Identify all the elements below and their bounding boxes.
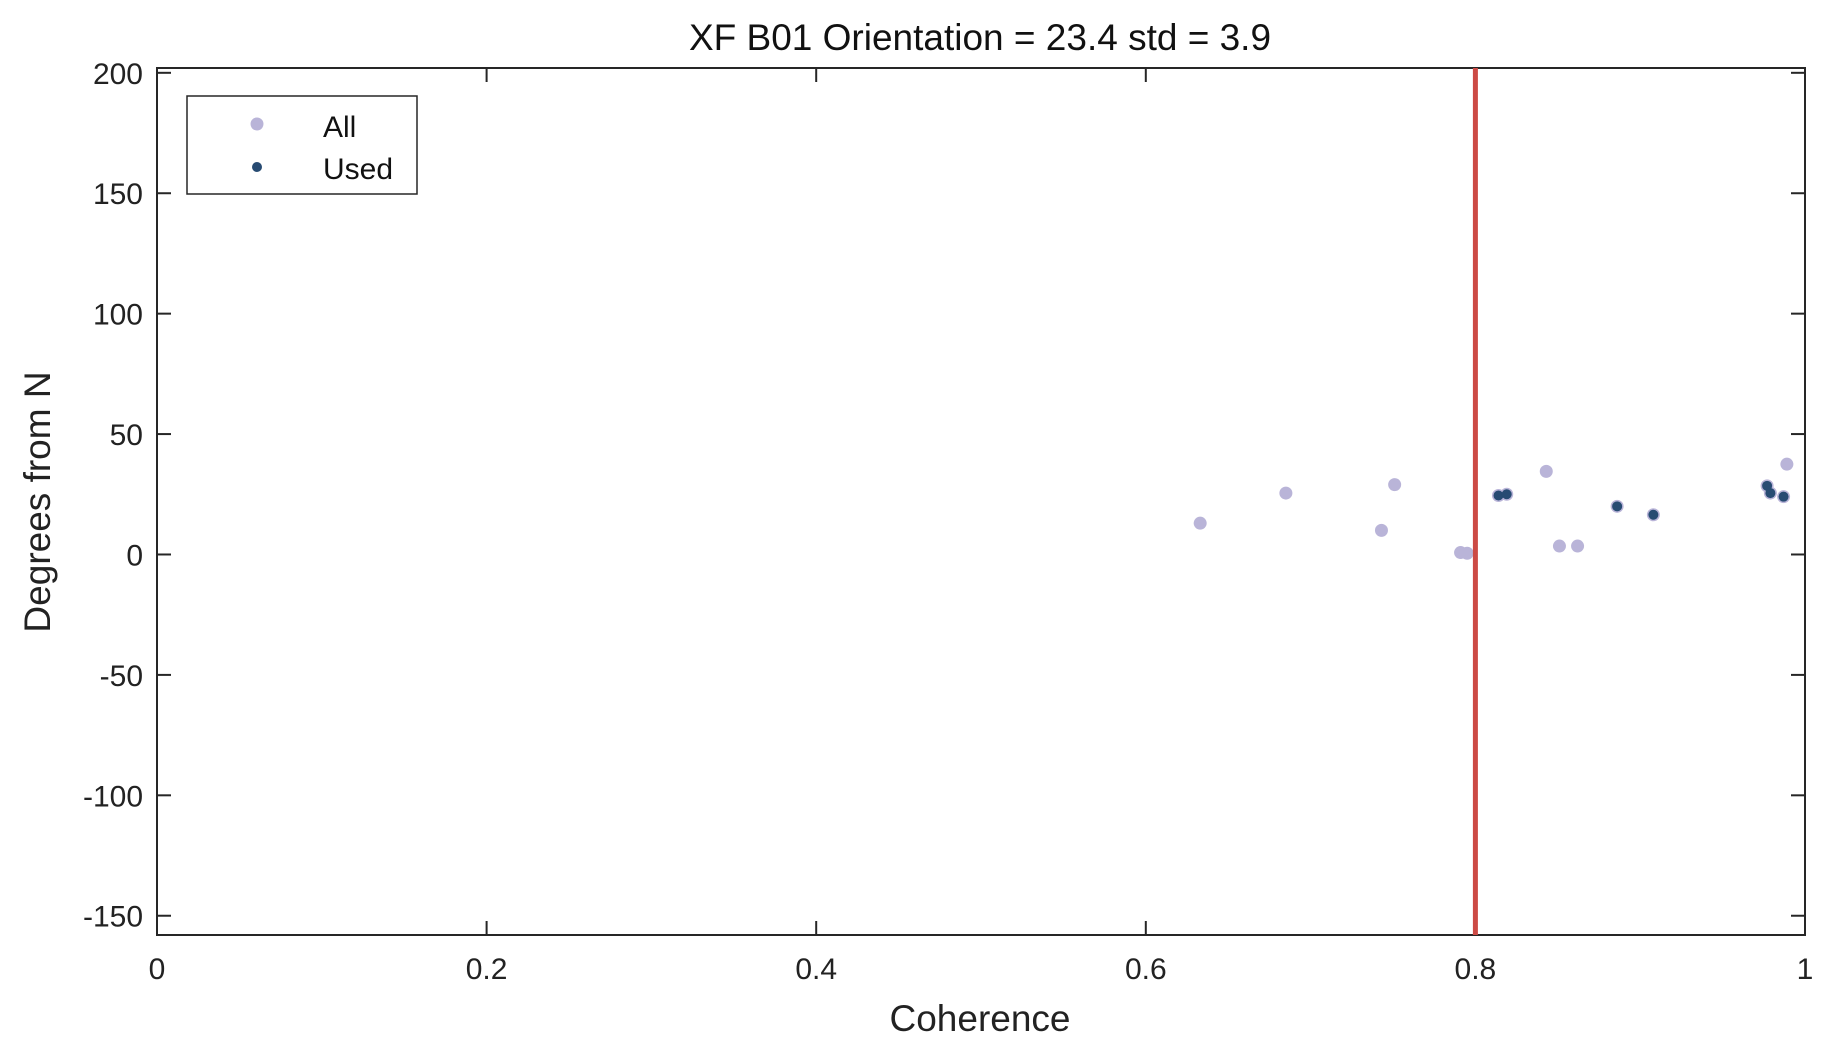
y-tick-label: -50 (100, 660, 143, 693)
plot-area (156, 67, 1806, 936)
data-point-used (1493, 490, 1504, 501)
data-point-all (1571, 539, 1585, 553)
legend-box (186, 95, 418, 195)
data-points (1193, 457, 1794, 560)
data-point-all (1780, 457, 1794, 471)
y-tick-label: -150 (83, 901, 143, 934)
data-point-all (1552, 539, 1566, 553)
data-point-used (1765, 488, 1776, 499)
x-tick-label: 0.2 (466, 953, 508, 986)
data-point-all (1193, 516, 1207, 530)
legend-marker-used (252, 162, 262, 172)
data-point-used (1648, 509, 1659, 520)
x-tick-label: 0.8 (1455, 953, 1497, 986)
data-point-used (1778, 491, 1789, 502)
legend-label-all: All (323, 111, 356, 144)
y-tick-label: 100 (93, 299, 143, 332)
chart-title: XF B01 Orientation = 23.4 std = 3.9 (689, 17, 1271, 58)
data-point-all (1460, 546, 1474, 560)
y-tick-label: 50 (110, 419, 143, 452)
data-point-all (1279, 486, 1293, 500)
x-tick-label: 0 (149, 953, 166, 986)
legend-marker-all (250, 117, 264, 131)
y-tick-label: 200 (93, 58, 143, 91)
x-axis-label: Coherence (889, 998, 1070, 1039)
data-point-all (1388, 478, 1402, 492)
data-point-used (1612, 501, 1623, 512)
y-tick-label: -100 (83, 780, 143, 813)
legend-label-used: Used (323, 153, 393, 186)
y-tick-label: 0 (126, 539, 143, 572)
data-point-used (1501, 489, 1512, 500)
axis-ticks (156, 68, 1806, 935)
legend: All Used (186, 95, 418, 195)
y-axis-label: Degrees from N (17, 371, 58, 632)
x-tick-label: 0.4 (795, 953, 837, 986)
x-tick-label: 0.6 (1125, 953, 1167, 986)
data-point-all (1539, 464, 1553, 478)
x-tick-label: 1 (1797, 953, 1814, 986)
axis-tick-labels: 0 0.2 0.4 0.6 0.8 1 -150 -100 -50 0 50 100 150 200 (83, 58, 1813, 986)
y-tick-label: 150 (93, 178, 143, 211)
data-point-all (1374, 523, 1388, 537)
